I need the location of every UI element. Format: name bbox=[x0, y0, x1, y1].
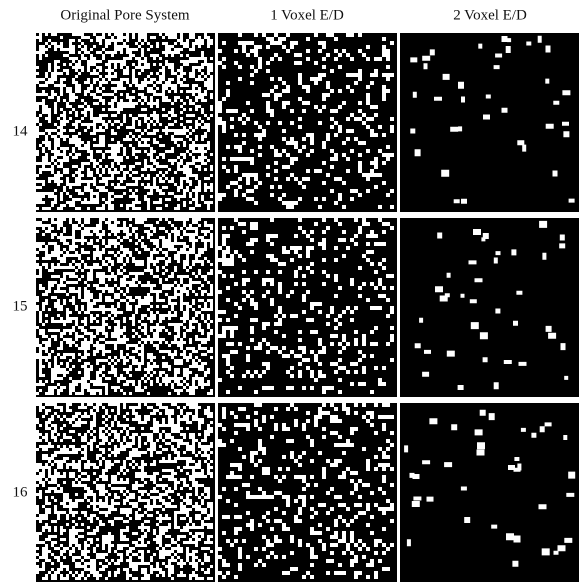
pore-image bbox=[400, 403, 579, 582]
row-label: 15 bbox=[13, 298, 28, 314]
pores bbox=[404, 409, 576, 567]
column-header: 1 Voxel E/D bbox=[270, 7, 344, 23]
pore-image bbox=[400, 33, 579, 212]
pores bbox=[218, 218, 394, 394]
pores bbox=[36, 403, 213, 580]
column-header: 2 Voxel E/D bbox=[453, 7, 527, 23]
pores bbox=[36, 33, 213, 210]
pore-image bbox=[400, 218, 579, 397]
panels bbox=[36, 33, 579, 582]
pores bbox=[218, 403, 394, 579]
pores bbox=[36, 218, 213, 395]
row-label: 14 bbox=[13, 123, 29, 139]
row-label: 16 bbox=[13, 484, 29, 500]
pores bbox=[218, 33, 394, 209]
column-header: Original Pore System bbox=[60, 7, 189, 23]
